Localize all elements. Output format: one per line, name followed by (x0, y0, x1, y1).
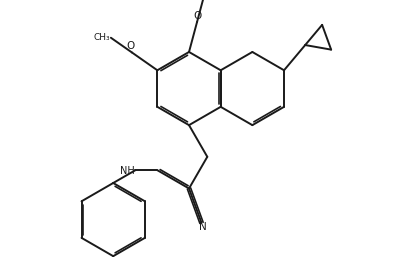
Text: N: N (199, 222, 207, 232)
Text: O: O (193, 11, 201, 21)
Text: CH₃: CH₃ (93, 33, 110, 42)
Text: NH: NH (120, 166, 134, 176)
Text: O: O (127, 41, 135, 51)
